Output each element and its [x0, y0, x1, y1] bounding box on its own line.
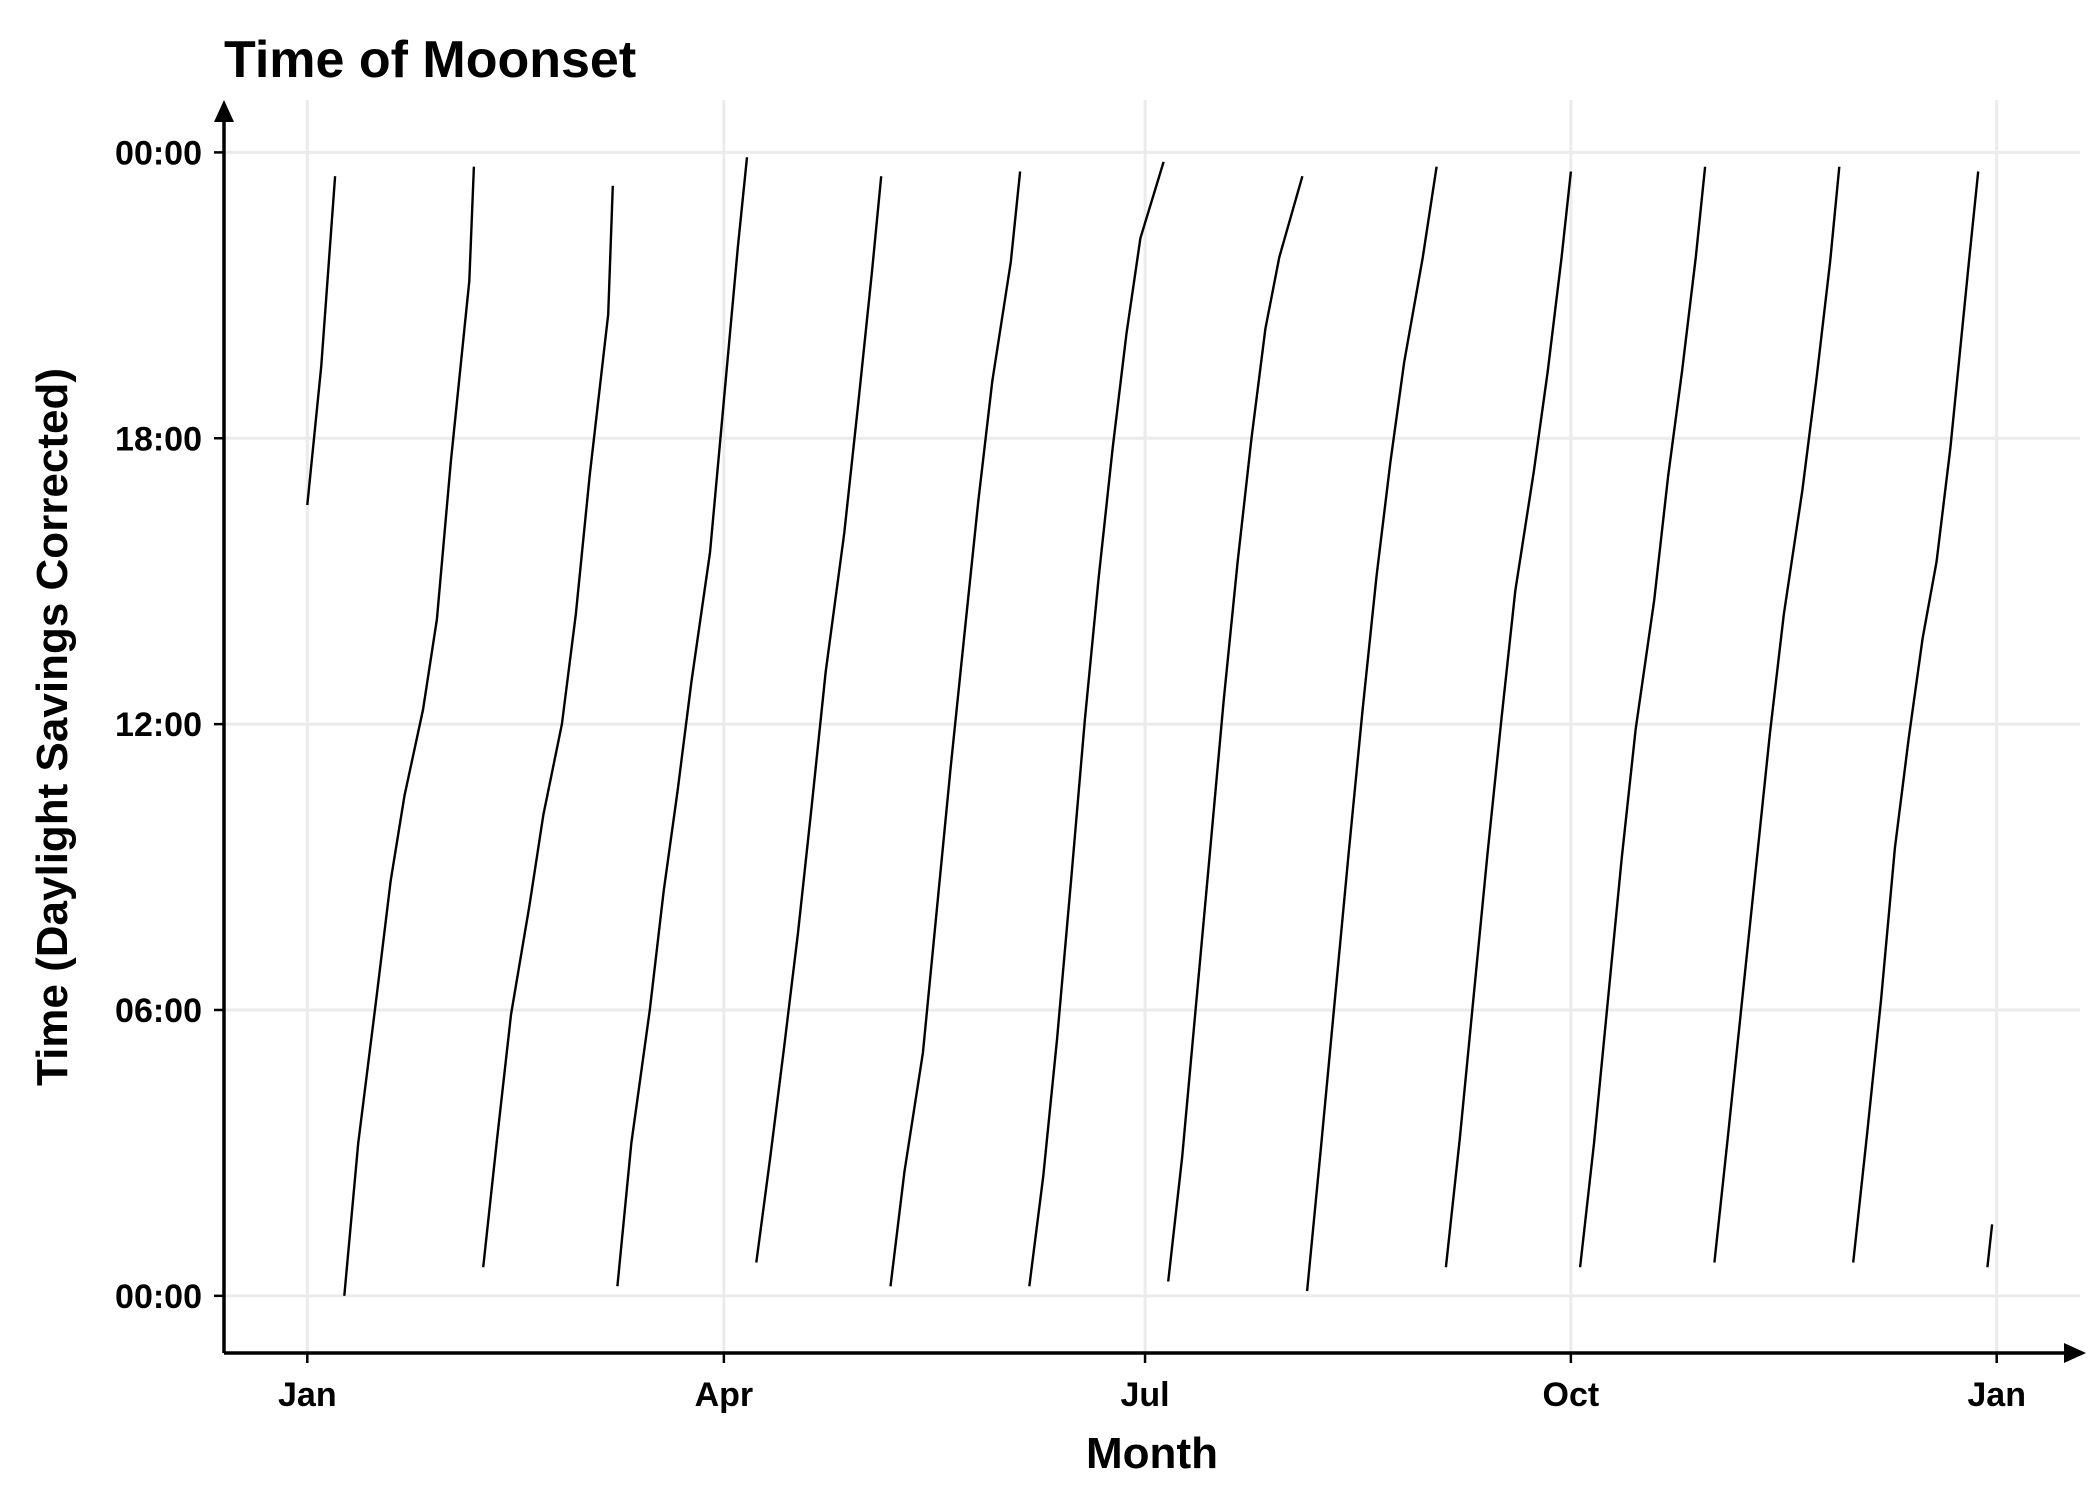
moonset-segment-10 [1444, 171, 1573, 1268]
series-layer [306, 157, 1994, 1296]
moonset-segment-12 [1713, 166, 1841, 1263]
chart-title: Time of Moonset [224, 31, 636, 89]
x-axis-arrowhead [2064, 1343, 2086, 1363]
y-tick-label: 00:00 [115, 1278, 202, 1316]
y-axis-arrowhead [214, 100, 234, 122]
moonset-segment-2 [343, 166, 476, 1296]
x-tick-label: Jul [1120, 1376, 1169, 1414]
x-tick-label: Oct [1543, 1376, 1600, 1414]
moonset-segment-4 [616, 157, 749, 1287]
moonset-segment-11 [1578, 166, 1707, 1268]
moonset-segment-9 [1305, 166, 1438, 1292]
moonset-segment-14 [1986, 1224, 1994, 1268]
axes-layer [214, 100, 2086, 1363]
y-tick-label: 00:00 [115, 134, 202, 172]
y-tick-label: 06:00 [115, 992, 202, 1030]
x-axis-title: Month [1086, 1429, 1218, 1478]
y-tick-label: 12:00 [115, 706, 202, 744]
y-axis-title: Time (Daylight Savings Corrected) [28, 368, 77, 1086]
moonset-segment-8 [1167, 175, 1304, 1282]
grid-layer [224, 100, 2080, 1353]
moonset-segment-13 [1852, 171, 1980, 1263]
x-tick-label: Apr [695, 1376, 754, 1414]
moonset-segment-5 [755, 176, 883, 1263]
moonset-segment-3 [482, 185, 614, 1268]
moonset-segment-6 [889, 171, 1022, 1287]
moonset-segment-1 [306, 176, 337, 506]
moonset-segment-7 [1028, 161, 1165, 1287]
y-tick-label: 18:00 [115, 420, 202, 458]
tick-layer: 00:00 06:00 12:00 18:00 00:00 Jan Apr Jul Oct Jan [115, 134, 2026, 1414]
x-tick-label: Jan [278, 1376, 337, 1414]
x-tick-label: Jan [1967, 1376, 2026, 1414]
